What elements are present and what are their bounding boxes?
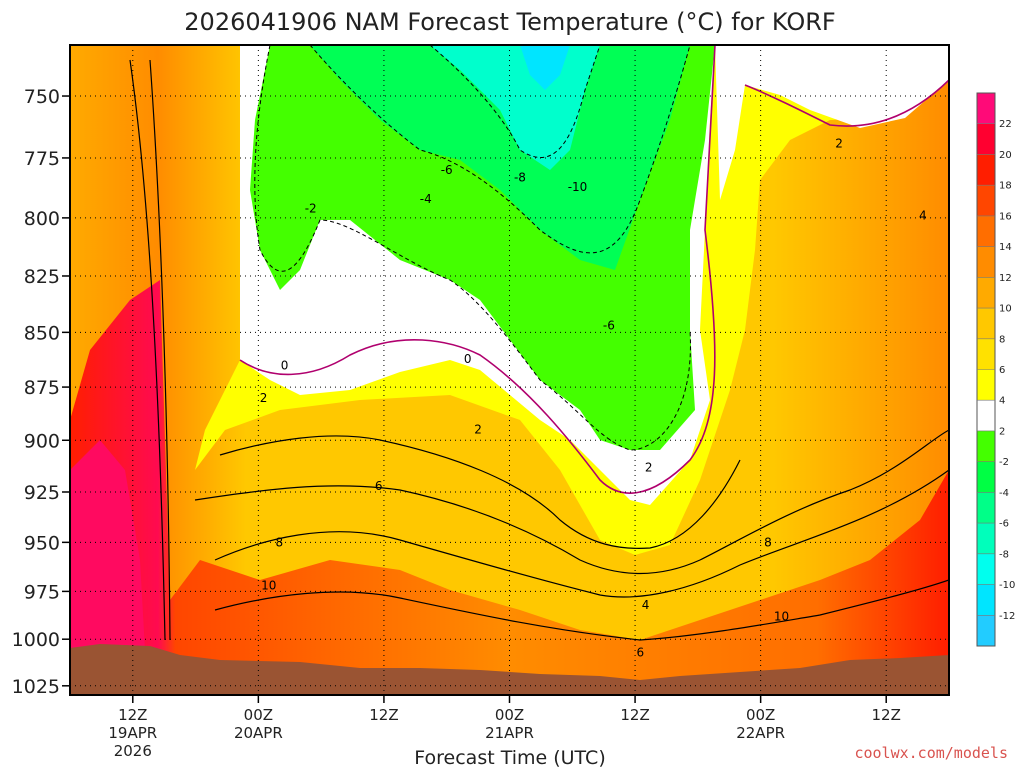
contour-label: -6 (441, 163, 453, 177)
x-tick-year: 2026 (114, 742, 152, 760)
isotherms (129, 59, 949, 641)
colorbar: 22 20 18 16 14 12 10 8 6 4 2 -2 -4 -6 -8 -10 -12 (976, 92, 1015, 647)
x-tick-label: 12Z (369, 706, 398, 724)
contour-label: -4 (420, 192, 432, 206)
colorbar-label: -2 (999, 457, 1009, 468)
field-band-white-right (715, 45, 949, 200)
colorbar-swatch (977, 338, 995, 370)
colorbar-swatch (977, 492, 995, 524)
colorbar-label: 2 (999, 426, 1005, 437)
colorbar-label: 18 (999, 181, 1012, 192)
colorbar-label: -10 (999, 580, 1015, 591)
contour-label: -8 (514, 170, 526, 184)
field-band-left-hot (70, 440, 145, 660)
x-tick-date: 22APR (736, 724, 785, 742)
x-tick-label: 12Z (620, 706, 649, 724)
colorbar-label: -8 (999, 549, 1009, 560)
colorbar-label: 6 (999, 365, 1005, 376)
colorbar-swatch (977, 93, 995, 125)
colorbar-swatch (977, 369, 995, 401)
contour-label: -6 (603, 319, 615, 333)
terrain (70, 644, 949, 695)
colorbar-label: 14 (999, 242, 1012, 253)
colorbar-swatch (977, 185, 995, 217)
contour-label: 2 (474, 423, 482, 437)
y-tick-label: 750 (24, 86, 60, 108)
chart-title: 2026041906 NAM Forecast Temperature (°C)… (184, 8, 835, 36)
colorbar-label: 12 (999, 273, 1012, 284)
y-tick-label: 775 (24, 148, 60, 170)
y-tick-label: 800 (24, 208, 60, 230)
y-tick-label: 925 (24, 482, 60, 504)
x-tick-date: 20APR (234, 724, 283, 742)
colorbar-swatch (977, 615, 995, 647)
x-tick-label: 12Z (872, 706, 901, 724)
y-tick-label: 825 (24, 266, 60, 288)
colorbar-swatch (977, 154, 995, 186)
plot-area: -8 -10 -6 -4 -2 -6 0 0 2 2 2 2 6 6 8 8 10 4 10 4 (70, 45, 949, 695)
colorbar-swatch (977, 461, 995, 493)
grid (70, 45, 949, 695)
contour-label: 0 (464, 352, 472, 366)
y-tick-label: 1025 (12, 676, 60, 698)
colorbar-swatch (977, 584, 995, 616)
contour-label: 8 (764, 535, 772, 549)
contour-label: 10 (774, 609, 789, 623)
x-tick-label: 00Z (244, 706, 273, 724)
colorbar-label: 10 (999, 304, 1012, 315)
colorbar-label: 8 (999, 334, 1005, 345)
colorbar-label: -6 (999, 519, 1009, 530)
colorbar-label: 4 (999, 396, 1005, 407)
contour-label: 0 (281, 358, 289, 372)
y-tick-label: 900 (24, 430, 60, 452)
y-tick-label: 975 (24, 581, 60, 603)
colorbar-label: -4 (999, 488, 1009, 499)
colorbar-swatch (977, 400, 995, 432)
y-tick-label: 1000 (12, 629, 60, 651)
contour-label: 8 (275, 535, 283, 549)
watermark: coolwx.com/models (854, 744, 1008, 762)
colorbar-swatch (977, 430, 995, 463)
x-tick-label: 12Z (118, 706, 147, 724)
contour-label: 6 (636, 645, 644, 659)
x-tick-label: 00Z (746, 706, 775, 724)
contour-label: 2 (835, 136, 843, 150)
colorbar-swatch (977, 308, 995, 340)
colorbar-label: 20 (999, 150, 1012, 161)
y-tick-label: 950 (24, 532, 60, 554)
contour-label: 4 (919, 209, 927, 223)
x-tick-date: 19APR (108, 724, 157, 742)
contour-label: 4 (642, 598, 650, 612)
negative-isotherms (254, 45, 691, 451)
colorbar-label: 16 (999, 211, 1012, 222)
y-tick-label: 875 (24, 377, 60, 399)
contour-label: 2 (645, 460, 653, 474)
contour-label: -2 (305, 201, 317, 215)
colorbar-swatch (977, 553, 995, 586)
colorbar-swatch (977, 246, 995, 278)
colorbar-label: -12 (999, 611, 1015, 622)
contour-label: 6 (375, 479, 383, 493)
x-tick-date: 21APR (485, 724, 534, 742)
contour-label: 10 (261, 579, 276, 593)
x-axis-label: Forecast Time (UTC) (414, 747, 605, 768)
contour-label: -10 (568, 180, 588, 194)
y-tick-label: 850 (24, 322, 60, 344)
colorbar-swatch (977, 123, 995, 155)
x-tick-label: 00Z (495, 706, 524, 724)
colorbar-swatch (977, 215, 995, 248)
colorbar-swatch (977, 523, 995, 555)
colorbar-label: 22 (999, 119, 1012, 130)
colorbar-swatch (977, 277, 995, 309)
y-axis: 750 775 800 825 850 875 900 925 950 975 1000 1025 (12, 86, 70, 698)
freezing-line (239, 45, 949, 494)
contour-label: 2 (260, 391, 268, 405)
field-band-neg12 (520, 45, 570, 90)
field-band-low (70, 280, 949, 695)
contour-labels: -8 -10 -6 -4 -2 -6 0 0 2 2 2 2 6 6 8 8 10 4 10 4 (260, 136, 927, 659)
